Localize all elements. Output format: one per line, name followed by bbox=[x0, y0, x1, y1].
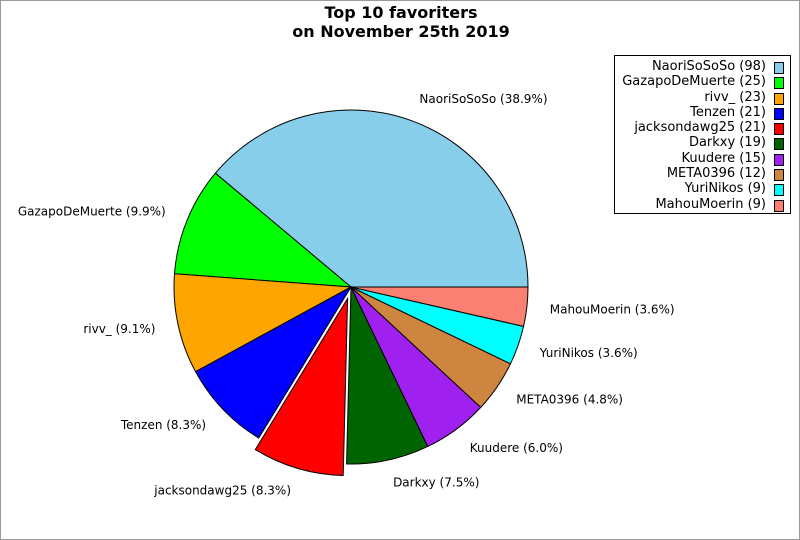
slice-label-naorisososo: NaoriSoSoSo (38.9%) bbox=[419, 92, 547, 106]
legend-label: GazapoDeMuerte (25) bbox=[622, 74, 766, 90]
legend-item-kuudere: Kuudere (15) bbox=[615, 151, 790, 166]
legend-item-meta0396: META0396 (12) bbox=[615, 166, 790, 182]
legend-item-naorisososo: NaoriSoSoSo (98) bbox=[615, 59, 790, 74]
legend-swatch bbox=[774, 153, 784, 166]
chart-title-line2: on November 25th 2019 bbox=[292, 22, 510, 41]
legend-swatch bbox=[774, 77, 784, 90]
legend-label: Tenzen (21) bbox=[690, 104, 766, 120]
pie-slice-jacksondawg25 bbox=[254, 296, 349, 476]
pie-slice-naorisososo bbox=[214, 109, 529, 288]
slice-label-gazapodemuerte: GazapoDeMuerte (9.9%) bbox=[18, 205, 166, 219]
legend-label: NaoriSoSoSo (98) bbox=[651, 59, 766, 74]
legend-label: jacksondawg25 (21) bbox=[634, 120, 766, 136]
legend-swatch bbox=[774, 92, 784, 105]
legend-item-darkxy: Darkxy (19) bbox=[615, 135, 790, 151]
slice-label-jacksondawg25: jacksondawg25 (8.3%) bbox=[153, 483, 291, 497]
slice-label-yurinikos: YuriNikos (3.6%) bbox=[539, 346, 638, 360]
legend-item-rivv_: rivv_ (23) bbox=[615, 90, 790, 105]
legend-item-gazapodemuerte: GazapoDeMuerte (25) bbox=[615, 74, 790, 90]
legend-label: META0396 (12) bbox=[666, 166, 766, 182]
slice-label-tenzen: Tenzen (8.3%) bbox=[120, 418, 206, 432]
legend-label: YuriNikos (9) bbox=[684, 181, 766, 197]
legend-item-yurinikos: YuriNikos (9) bbox=[615, 181, 790, 197]
chart-title: Top 10 favoriters on November 25th 2019 bbox=[1, 3, 799, 41]
legend-swatch bbox=[774, 123, 784, 136]
legend-swatch bbox=[774, 184, 784, 197]
legend-label: Kuudere (15) bbox=[681, 150, 766, 166]
chart-title-line1: Top 10 favoriters bbox=[324, 3, 478, 22]
pie-slice-rivv_ bbox=[173, 273, 353, 373]
pie-slice-gazapodemuerte bbox=[173, 172, 353, 288]
slice-label-rivv_: rivv_ (9.1%) bbox=[83, 322, 155, 336]
legend-swatch bbox=[774, 199, 784, 212]
legend-label: rivv_ (23) bbox=[704, 89, 766, 105]
slice-label-meta0396: META0396 (4.8%) bbox=[516, 393, 623, 407]
pie-slice-tenzen bbox=[194, 285, 353, 439]
chart-legend: NaoriSoSoSo (98) GazapoDeMuerte (25) rivv_… bbox=[614, 55, 791, 214]
pie-slice-mahoumoerin bbox=[350, 286, 529, 327]
slice-label-darkxy: Darkxy (7.5%) bbox=[393, 476, 479, 490]
legend-label: MahouMoerin (9) bbox=[655, 196, 766, 212]
legend-item-mahoumoerin: MahouMoerin (9) bbox=[615, 197, 790, 212]
legend-label: Darkxy (19) bbox=[688, 135, 766, 151]
slice-label-kuudere: Kuudere (6.0%) bbox=[470, 441, 563, 455]
legend-swatch bbox=[774, 107, 784, 120]
legend-item-tenzen: Tenzen (21) bbox=[615, 105, 790, 120]
legend-swatch bbox=[774, 169, 784, 182]
legend-swatch bbox=[774, 138, 784, 151]
slice-label-mahoumoerin: MahouMoerin (3.6%) bbox=[550, 302, 675, 316]
legend-swatch bbox=[774, 62, 784, 74]
legend-item-jacksondawg25: jacksondawg25 (21) bbox=[615, 120, 790, 136]
